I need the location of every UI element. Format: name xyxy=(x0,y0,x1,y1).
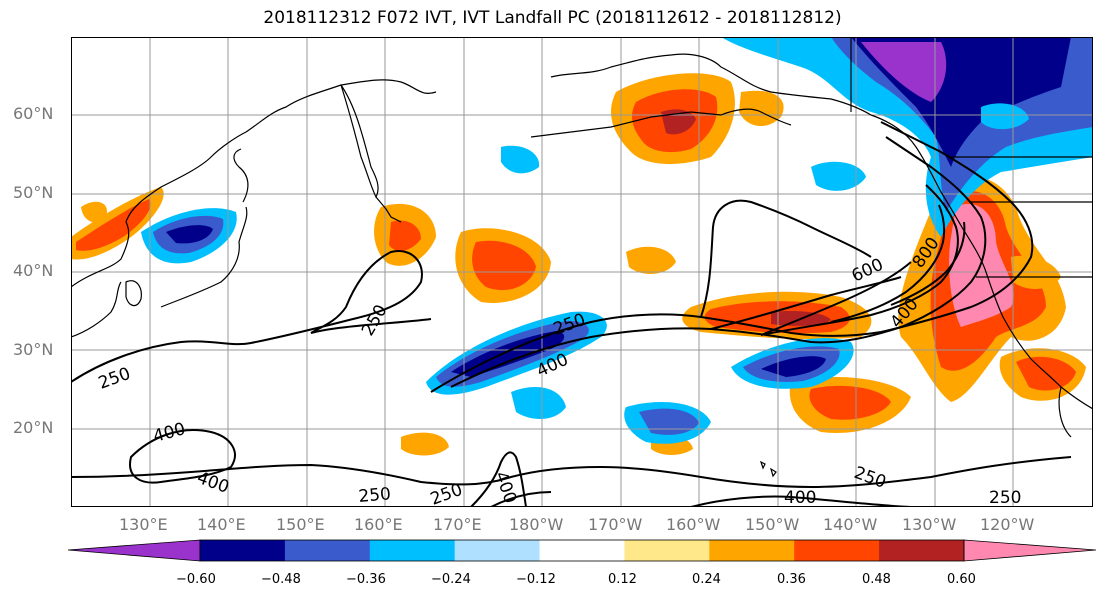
ivt-contours xyxy=(71,121,1072,507)
lon-label-140e: 140°E xyxy=(197,515,246,534)
colorbar-tick: −0.12 xyxy=(516,572,556,587)
colorbar-tick: −0.60 xyxy=(176,572,216,587)
lon-label-180w: 180°W xyxy=(509,515,564,534)
colorbar-tick: 0.60 xyxy=(947,572,976,587)
positive-anomaly-shading xyxy=(71,73,1086,456)
map-panel: 250 250 250 250 250 250 250 400 400 400 … xyxy=(71,37,1093,507)
colorbar-swatch xyxy=(709,540,795,561)
lat-label-30n: 30°N xyxy=(13,340,54,359)
colorbar-swatch xyxy=(879,540,965,561)
colorbar-tick: 0.24 xyxy=(692,572,721,587)
lon-label-140w: 140°W xyxy=(823,515,878,534)
map-frame xyxy=(71,37,1093,507)
lon-label-130e: 130°E xyxy=(119,515,168,534)
colorbar xyxy=(68,539,1096,562)
colorbar-swatch xyxy=(454,540,541,561)
colorbar-tick: −0.24 xyxy=(431,572,471,587)
map-title: 2018112312 F072 IVT, IVT Landfall PC (20… xyxy=(263,8,842,28)
colorbar-swatch xyxy=(794,540,880,561)
graticule xyxy=(71,37,1093,507)
lon-label-170w: 170°W xyxy=(588,515,643,534)
lon-label-160e: 160°E xyxy=(354,515,403,534)
colorbar-swatch xyxy=(624,540,710,561)
colorbar-swatch xyxy=(200,540,286,561)
lat-label-40n: 40°N xyxy=(13,261,54,280)
lon-label-130w: 130°W xyxy=(902,515,957,534)
colorbar-swatch xyxy=(284,540,371,561)
lat-label-20n: 20°N xyxy=(13,418,54,437)
colorbar-tick: 0.12 xyxy=(608,572,637,587)
colorbar-tick: −0.48 xyxy=(261,572,301,587)
colorbar-swatch xyxy=(369,540,456,561)
colorbar-frame xyxy=(199,539,965,562)
lon-label-120w: 120°W xyxy=(980,515,1035,534)
contour-label: 400 xyxy=(784,488,816,507)
lon-label-150w: 150°W xyxy=(745,515,800,534)
ivt-map: 250 250 250 250 250 250 250 400 400 400 … xyxy=(71,37,1093,507)
lat-label-60n: 60°N xyxy=(13,104,54,123)
colorbar-tick: −0.36 xyxy=(346,572,386,587)
colorbar-swatch xyxy=(539,540,625,561)
negative-anomaly-shading xyxy=(141,37,1093,444)
coastlines xyxy=(71,37,1093,478)
contour-label: 250 xyxy=(989,488,1021,507)
lat-label-50n: 50°N xyxy=(13,183,54,202)
lon-label-160w: 160°W xyxy=(666,515,721,534)
contour-label: 250 xyxy=(358,484,392,507)
lon-label-150e: 150°E xyxy=(276,515,325,534)
colorbar-tick: 0.36 xyxy=(777,572,806,587)
colorbar-tick: 0.48 xyxy=(862,572,891,587)
colorbar-extend-min xyxy=(68,539,201,562)
colorbar-extend-max xyxy=(963,539,1096,562)
lon-label-170e: 170°E xyxy=(433,515,482,534)
